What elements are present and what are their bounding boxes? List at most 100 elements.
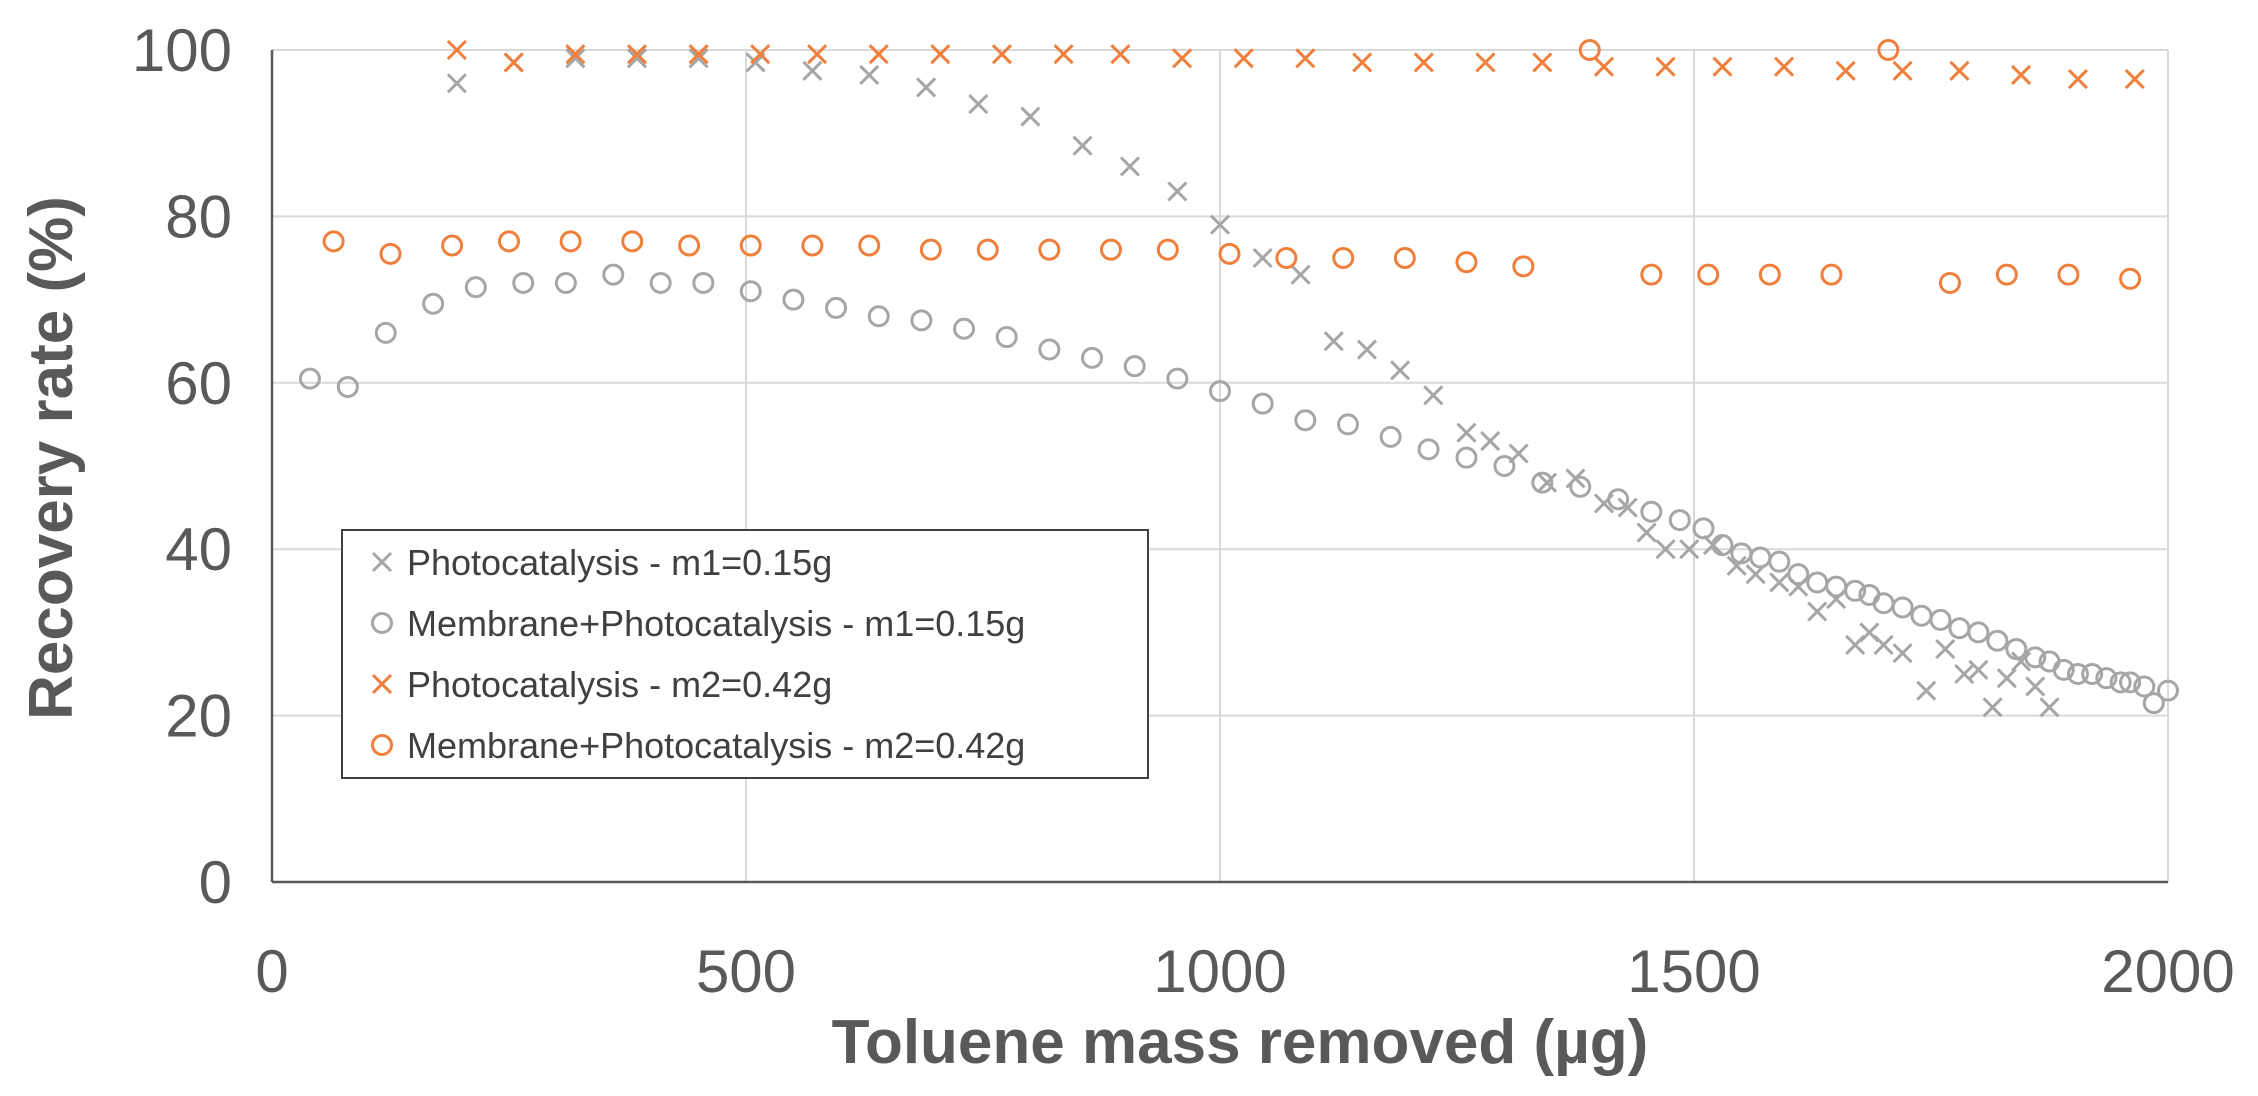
- data-point: [1916, 680, 1937, 701]
- data-point: [1820, 263, 1843, 286]
- data-point: [2066, 663, 2089, 685]
- data-point: [688, 44, 709, 65]
- data-point: [2142, 692, 2165, 715]
- data-point: [1873, 634, 1894, 655]
- data-point: [1938, 271, 1961, 294]
- data-point: [2010, 64, 2032, 86]
- legend-label: Photocatalysis - m2=0.42g: [407, 664, 832, 705]
- data-point: [1892, 60, 1913, 81]
- data-point: [626, 48, 648, 69]
- data-point: [626, 44, 648, 65]
- y-tick-label: 40: [165, 516, 232, 583]
- data-point: [1275, 247, 1298, 269]
- data-point: [446, 73, 467, 94]
- data-point: [322, 230, 345, 253]
- data-point: [859, 64, 880, 86]
- legend-label: Membrane+Photocatalysis - m1=0.15g: [407, 603, 1025, 644]
- data-point: [1423, 385, 1444, 406]
- data-point: [2109, 671, 2132, 694]
- data-point: [2057, 263, 2080, 286]
- data-point: [446, 39, 467, 61]
- data-point: [298, 367, 321, 390]
- data-point: [867, 305, 890, 328]
- data-point: [1167, 181, 1188, 202]
- data-point: [2119, 267, 2142, 290]
- data-point: [1768, 550, 1791, 573]
- data-point: [968, 94, 989, 115]
- data-point: [1726, 555, 1747, 576]
- series-1: [446, 48, 2060, 718]
- data-point: [1294, 409, 1317, 432]
- data-point: [1251, 392, 1274, 415]
- data-point: [1640, 263, 1663, 286]
- data-point: [621, 230, 644, 253]
- data-point: [2124, 69, 2145, 90]
- data-point: [1968, 659, 1989, 680]
- series-4: [322, 39, 2142, 294]
- data-point: [1390, 360, 1411, 381]
- data-point: [1967, 621, 1990, 644]
- data-point: [1617, 497, 1638, 518]
- data-point: [1769, 572, 1790, 593]
- data-point: [1982, 697, 2003, 718]
- data-point: [336, 375, 359, 398]
- data-point: [379, 242, 402, 265]
- data-point: [995, 326, 1018, 349]
- y-tick-label: 60: [165, 350, 232, 417]
- data-point: [1578, 39, 1601, 61]
- data-point: [498, 230, 520, 253]
- data-point: [1166, 367, 1189, 390]
- data-point: [512, 271, 535, 294]
- data-point: [1072, 135, 1093, 156]
- data-point: [1356, 339, 1378, 360]
- data-point: [1679, 539, 1700, 560]
- data-point: [1379, 425, 1402, 448]
- data-point: [2119, 671, 2142, 694]
- data-point: [919, 238, 942, 261]
- data-point: [1692, 517, 1715, 540]
- data-point: [688, 48, 709, 69]
- data-point: [1110, 44, 1131, 65]
- data-point: [1607, 488, 1630, 511]
- data-point: [2133, 675, 2156, 698]
- data-point: [1493, 455, 1516, 477]
- data-point: [1218, 242, 1241, 265]
- data-point: [1892, 643, 1913, 664]
- data-point: [1986, 629, 2009, 652]
- data-point: [1455, 251, 1478, 274]
- data-point: [868, 44, 889, 65]
- data-point: [1668, 509, 1691, 532]
- data-point: [930, 44, 951, 65]
- y-tick-label: 80: [165, 183, 232, 250]
- data-point: [649, 271, 672, 294]
- data-point: [2024, 646, 2047, 669]
- data-point: [1655, 56, 1676, 77]
- data-point: [441, 234, 464, 257]
- data-point: [910, 309, 933, 332]
- data-point: [559, 230, 582, 253]
- data-point: [1929, 608, 1952, 631]
- data-point: [1119, 156, 1141, 177]
- data-point: [1949, 60, 1970, 81]
- data-point: [1531, 471, 1554, 494]
- data-point: [1233, 48, 1254, 69]
- data-point: [374, 321, 397, 344]
- data-point: [739, 280, 762, 303]
- data-point: [1891, 596, 1914, 619]
- data-point: [750, 44, 771, 65]
- data-point: [1252, 247, 1273, 269]
- series-3: [446, 39, 2145, 90]
- data-point: [1655, 539, 1676, 560]
- data-point: [1787, 563, 1810, 586]
- data-point: [1209, 380, 1231, 403]
- legend-marker: [371, 551, 393, 573]
- legend: Photocatalysis - m1=0.15g Membrane+Photoc…: [341, 529, 1149, 779]
- data-point: [1996, 668, 2017, 689]
- x-tick-label: 1000: [1153, 938, 1286, 1005]
- legend-marker: [371, 612, 393, 634]
- data-point: [1393, 247, 1416, 269]
- data-point: [1038, 338, 1061, 361]
- data-point: [678, 234, 701, 257]
